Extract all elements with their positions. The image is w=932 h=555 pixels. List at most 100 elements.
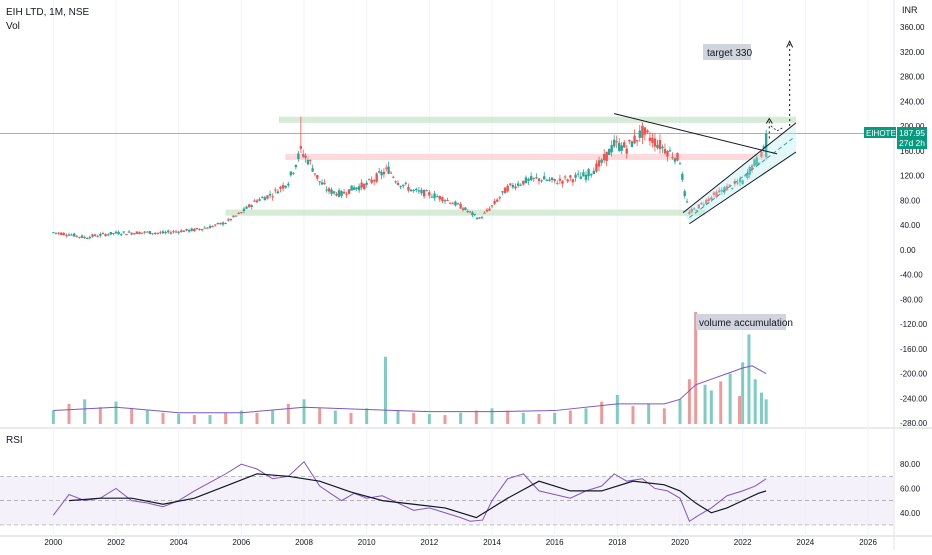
volume-bar bbox=[521, 412, 525, 424]
candle-body bbox=[446, 199, 449, 201]
candle-body bbox=[350, 185, 353, 191]
candle-body bbox=[607, 149, 611, 155]
x-tick-label: 2022 bbox=[734, 538, 752, 547]
candle-body bbox=[527, 178, 530, 181]
candle-body bbox=[715, 192, 718, 198]
volume-bar bbox=[271, 410, 275, 424]
candle-body bbox=[355, 187, 358, 190]
x-tick-label: 2000 bbox=[44, 538, 62, 547]
volume-bar bbox=[631, 406, 635, 424]
volume-bar bbox=[98, 407, 102, 424]
candle-body bbox=[190, 228, 193, 231]
candle-body bbox=[473, 213, 476, 215]
axis-layer: 360.00 320.00 280.00 240.00 200.00 160.00 120.… bbox=[44, 23, 927, 547]
candle-body bbox=[475, 217, 479, 220]
volume-bar bbox=[318, 408, 322, 424]
candle-body bbox=[736, 182, 739, 184]
candle-body bbox=[633, 135, 636, 144]
channel-upper[interactable] bbox=[682, 122, 797, 214]
candle-body bbox=[656, 144, 659, 148]
volume-bar bbox=[286, 403, 290, 424]
volume-bar bbox=[600, 401, 604, 424]
candle-body bbox=[743, 175, 747, 177]
volume-bar bbox=[568, 410, 572, 424]
breakout-arrowhead bbox=[765, 117, 773, 124]
candle-body bbox=[302, 154, 305, 157]
candle-body bbox=[409, 189, 413, 192]
candle-body bbox=[755, 157, 758, 166]
candle-body bbox=[653, 138, 657, 147]
candle-body bbox=[705, 199, 708, 204]
candle-body bbox=[342, 191, 346, 194]
candle-body bbox=[466, 211, 469, 213]
badge-countdown: 27d 2h bbox=[899, 138, 925, 148]
target-annotation[interactable]: target 330 bbox=[703, 44, 752, 60]
candle-body bbox=[304, 155, 307, 158]
candle-body bbox=[692, 208, 696, 210]
candle-body bbox=[151, 233, 154, 235]
candle-body bbox=[279, 186, 282, 189]
channel-mid[interactable] bbox=[689, 137, 794, 218]
zone-resistance[interactable] bbox=[278, 116, 796, 123]
x-tick-label: 2026 bbox=[859, 538, 877, 547]
channel-lower[interactable] bbox=[689, 151, 797, 225]
volume-bar bbox=[67, 403, 71, 424]
candle-body bbox=[574, 174, 577, 178]
candle-body bbox=[172, 231, 175, 233]
candle-body bbox=[200, 229, 204, 231]
badge-ticker: EIHOTEL bbox=[866, 129, 901, 138]
candle-body bbox=[641, 125, 644, 138]
candle-body bbox=[382, 171, 386, 175]
descending-trendline[interactable] bbox=[614, 113, 778, 155]
candle-body bbox=[357, 186, 361, 191]
volume-bar bbox=[383, 356, 387, 424]
volume-bar bbox=[687, 379, 691, 424]
candle-body bbox=[250, 205, 253, 207]
volume-bar bbox=[490, 408, 494, 424]
candle-body bbox=[159, 232, 162, 234]
candle-body bbox=[628, 139, 631, 142]
candle-body bbox=[433, 193, 436, 199]
candle-body bbox=[571, 179, 575, 183]
candle-body bbox=[648, 137, 652, 141]
candle-body bbox=[133, 233, 136, 235]
candle-body bbox=[263, 197, 267, 201]
candle-body bbox=[610, 144, 613, 153]
volume-bar bbox=[412, 412, 416, 424]
candle-body bbox=[335, 193, 338, 196]
candle-body bbox=[683, 191, 686, 197]
candle-body bbox=[375, 173, 378, 182]
candle-body bbox=[130, 232, 133, 235]
pullback-path bbox=[770, 125, 784, 132]
volume-bar bbox=[709, 390, 713, 424]
candle-body bbox=[658, 140, 662, 149]
candle-body bbox=[582, 172, 585, 177]
badge-price: 187.95 bbox=[899, 128, 925, 138]
candle-body bbox=[697, 204, 700, 209]
candle-body bbox=[62, 233, 65, 235]
zone-mid[interactable] bbox=[285, 153, 768, 161]
candle-body bbox=[240, 212, 243, 214]
volume-bar bbox=[662, 408, 666, 424]
target-text: target 330 bbox=[707, 48, 752, 59]
candle-body bbox=[681, 173, 684, 180]
candle-body bbox=[309, 160, 312, 162]
candle-body bbox=[498, 197, 502, 199]
candle-body bbox=[206, 227, 209, 229]
volume-bar bbox=[208, 415, 212, 424]
candle-body bbox=[258, 199, 261, 201]
candle-body bbox=[459, 203, 462, 209]
price-layer bbox=[52, 116, 768, 240]
rsi-label: RSI bbox=[6, 435, 23, 446]
candle-body bbox=[519, 184, 522, 186]
volume-annotation[interactable]: volume accumulation bbox=[696, 314, 793, 330]
volume-bar bbox=[703, 384, 707, 424]
candle-body bbox=[592, 170, 596, 175]
candle-body bbox=[372, 180, 376, 182]
zone-support[interactable] bbox=[225, 209, 706, 216]
candle-body bbox=[234, 215, 238, 217]
candle-body bbox=[548, 179, 551, 181]
